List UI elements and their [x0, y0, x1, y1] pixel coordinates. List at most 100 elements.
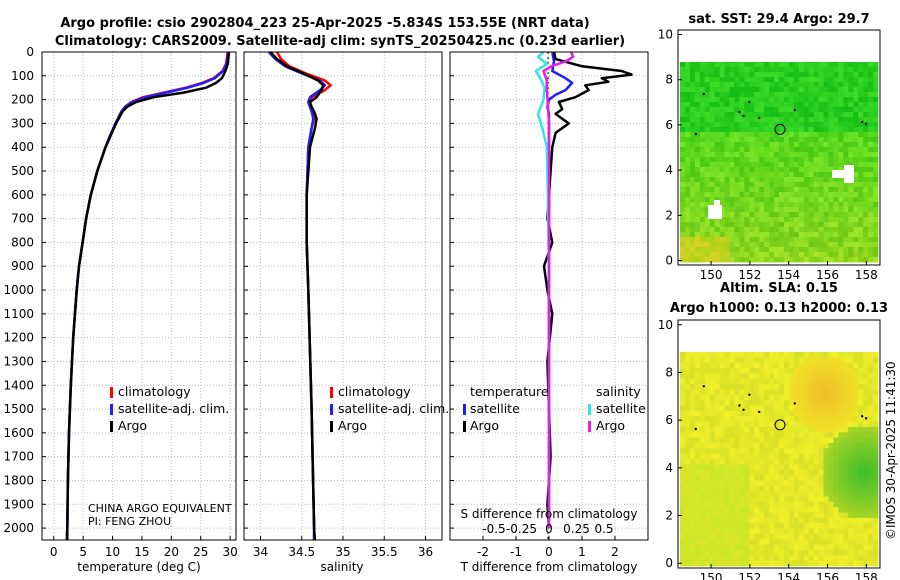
heatmap-cell: [704, 127, 711, 133]
heatmap-cell: [754, 544, 760, 551]
heatmap-cell: [739, 405, 745, 412]
heatmap-cell: [689, 517, 696, 524]
heatmap-cell: [828, 368, 834, 374]
heatmap-cell: [779, 92, 785, 98]
salinity-line-argo: [269, 51, 325, 541]
heatmap-cell: [858, 469, 864, 476]
heatmap-cell: [714, 77, 720, 83]
heatmap-cell: [838, 539, 844, 545]
heatmap-cell: [709, 437, 716, 444]
heatmap-cell: [868, 62, 874, 68]
heatmap-cell: [788, 539, 795, 545]
heatmap-cell: [754, 352, 760, 358]
heatmap-cell: [769, 512, 775, 519]
heatmap-cell: [808, 127, 815, 133]
heatmap-cell: [793, 87, 800, 93]
heatmap-cell: [848, 373, 854, 380]
heatmap-cell: [858, 247, 864, 253]
heatmap-cell: [724, 432, 730, 438]
heatmap-cell: [873, 496, 879, 503]
heatmap-cell: [680, 242, 686, 248]
heatmap-cell: [709, 257, 716, 263]
heatmap-cell: [838, 177, 844, 183]
heatmap-cell: [759, 87, 765, 93]
heatmap-cell: [779, 257, 785, 263]
heatmap-cell: [808, 453, 815, 460]
heatmap-cell: [729, 421, 735, 428]
heatmap-cell: [868, 384, 874, 390]
heatmap-cell: [694, 102, 701, 108]
heatmap-cell: [868, 464, 874, 471]
heatmap-cell: [749, 252, 755, 258]
legend-marker-s-argo: [588, 421, 591, 432]
heatmap-cell: [818, 448, 824, 455]
heatmap-cell: [719, 373, 725, 380]
heatmap-cell: [813, 222, 819, 228]
heatmap-cell: [863, 142, 869, 148]
heatmap-cell: [858, 560, 864, 567]
heatmap-cell: [749, 416, 755, 422]
heatmap-cell: [838, 464, 844, 471]
x-tick-label: -2: [477, 545, 489, 559]
heatmap-cell: [818, 549, 824, 556]
heatmap-cell: [744, 480, 750, 487]
heatmap-cell: [798, 464, 805, 471]
heatmap-cell: [680, 192, 686, 198]
heatmap-cell: [843, 257, 849, 263]
heatmap-cell: [783, 539, 790, 545]
heatmap-cell: [858, 217, 864, 223]
heatmap-cell: [689, 533, 696, 540]
heatmap-cell: [853, 496, 859, 503]
heatmap-cell: [704, 152, 711, 158]
heatmap-cell: [680, 87, 686, 93]
heatmap-cell: [689, 544, 696, 551]
heatmap-cell: [764, 172, 770, 178]
heatmap-cell: [684, 539, 691, 545]
heatmap-cell: [843, 217, 849, 223]
heatmap-cell: [749, 560, 755, 567]
heatmap-cell: [858, 72, 864, 78]
heatmap-cell: [709, 112, 716, 118]
heatmap-cell: [868, 72, 874, 78]
heatmap-cell: [808, 252, 815, 258]
heatmap-cell: [873, 416, 879, 422]
heatmap-cell: [774, 107, 780, 113]
heatmap-cell: [838, 544, 844, 551]
heatmap-cell: [774, 222, 780, 228]
x-tick-label: 25: [193, 545, 208, 559]
heatmap-cell: [828, 453, 834, 460]
heatmap-cell: [833, 122, 839, 128]
heatmap-cell: [858, 459, 864, 465]
heatmap-cell: [759, 405, 765, 412]
heatmap-cell: [709, 491, 716, 497]
heatmap-cell: [754, 549, 760, 556]
heatmap-cell: [724, 357, 730, 364]
heatmap-cell: [749, 528, 755, 535]
heatmap-cell: [749, 232, 755, 238]
heatmap-cell: [744, 67, 750, 73]
heatmap-cell: [689, 172, 696, 178]
heatmap-cell: [774, 480, 780, 487]
heatmap-cell: [739, 157, 745, 163]
heatmap-cell: [744, 410, 750, 417]
heatmap-cell: [818, 459, 824, 465]
heatmap-cell: [729, 453, 735, 460]
heatmap-cell: [873, 378, 879, 385]
heatmap-cell: [719, 252, 725, 258]
island-speck: [748, 393, 751, 396]
heatmap-cell: [694, 72, 701, 78]
heatmap-cell: [843, 501, 849, 508]
heatmap-cell: [853, 507, 859, 513]
heatmap-cell: [689, 147, 696, 153]
heatmap-cell: [779, 157, 785, 163]
heatmap-cell: [724, 217, 730, 223]
heatmap-cell: [788, 172, 795, 178]
heatmap-cell: [709, 357, 716, 364]
heatmap-cell: [798, 157, 805, 163]
heatmap-cell: [694, 242, 701, 248]
heatmap-cell: [873, 384, 879, 390]
heatmap-cell: [843, 378, 849, 385]
heatmap-cell: [823, 242, 829, 248]
heatmap-cell: [863, 137, 869, 143]
heatmap-cell: [749, 507, 755, 513]
